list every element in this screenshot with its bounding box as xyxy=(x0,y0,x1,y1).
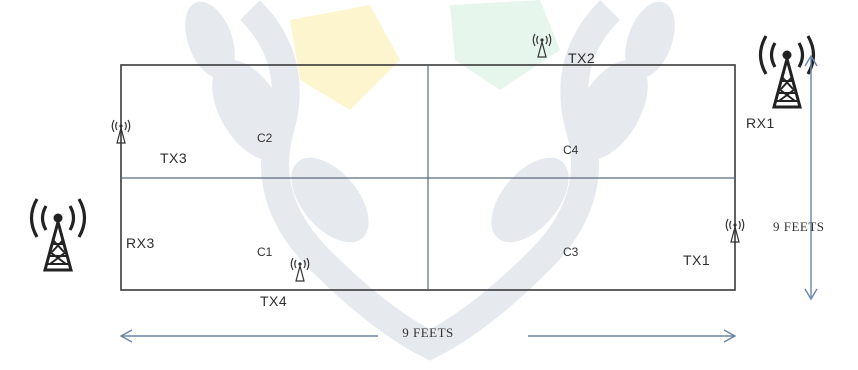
width-dimension-arrow xyxy=(119,329,737,343)
watermark-emblem xyxy=(185,0,675,361)
rx1-tower-icon xyxy=(758,34,816,109)
height-dimension-label: 9 FEETS xyxy=(773,219,825,234)
tx4-label: TX4 xyxy=(260,293,287,309)
cell-c3-label: C3 xyxy=(563,245,579,259)
height-dimension-arrow xyxy=(804,54,818,301)
width-dimension-label: 9 FEETS xyxy=(402,325,454,340)
tx2-label: TX2 xyxy=(568,50,595,66)
rx3-tower-icon xyxy=(29,197,87,272)
rx1-label: RX1 xyxy=(746,115,775,131)
cell-c2-label: C2 xyxy=(257,131,273,145)
tx3-label: TX3 xyxy=(160,150,187,166)
cell-c1-label: C1 xyxy=(257,245,273,259)
cell-c4-label: C4 xyxy=(563,143,579,157)
tx1-label: TX1 xyxy=(683,252,710,268)
rx3-label: RX3 xyxy=(126,235,155,251)
